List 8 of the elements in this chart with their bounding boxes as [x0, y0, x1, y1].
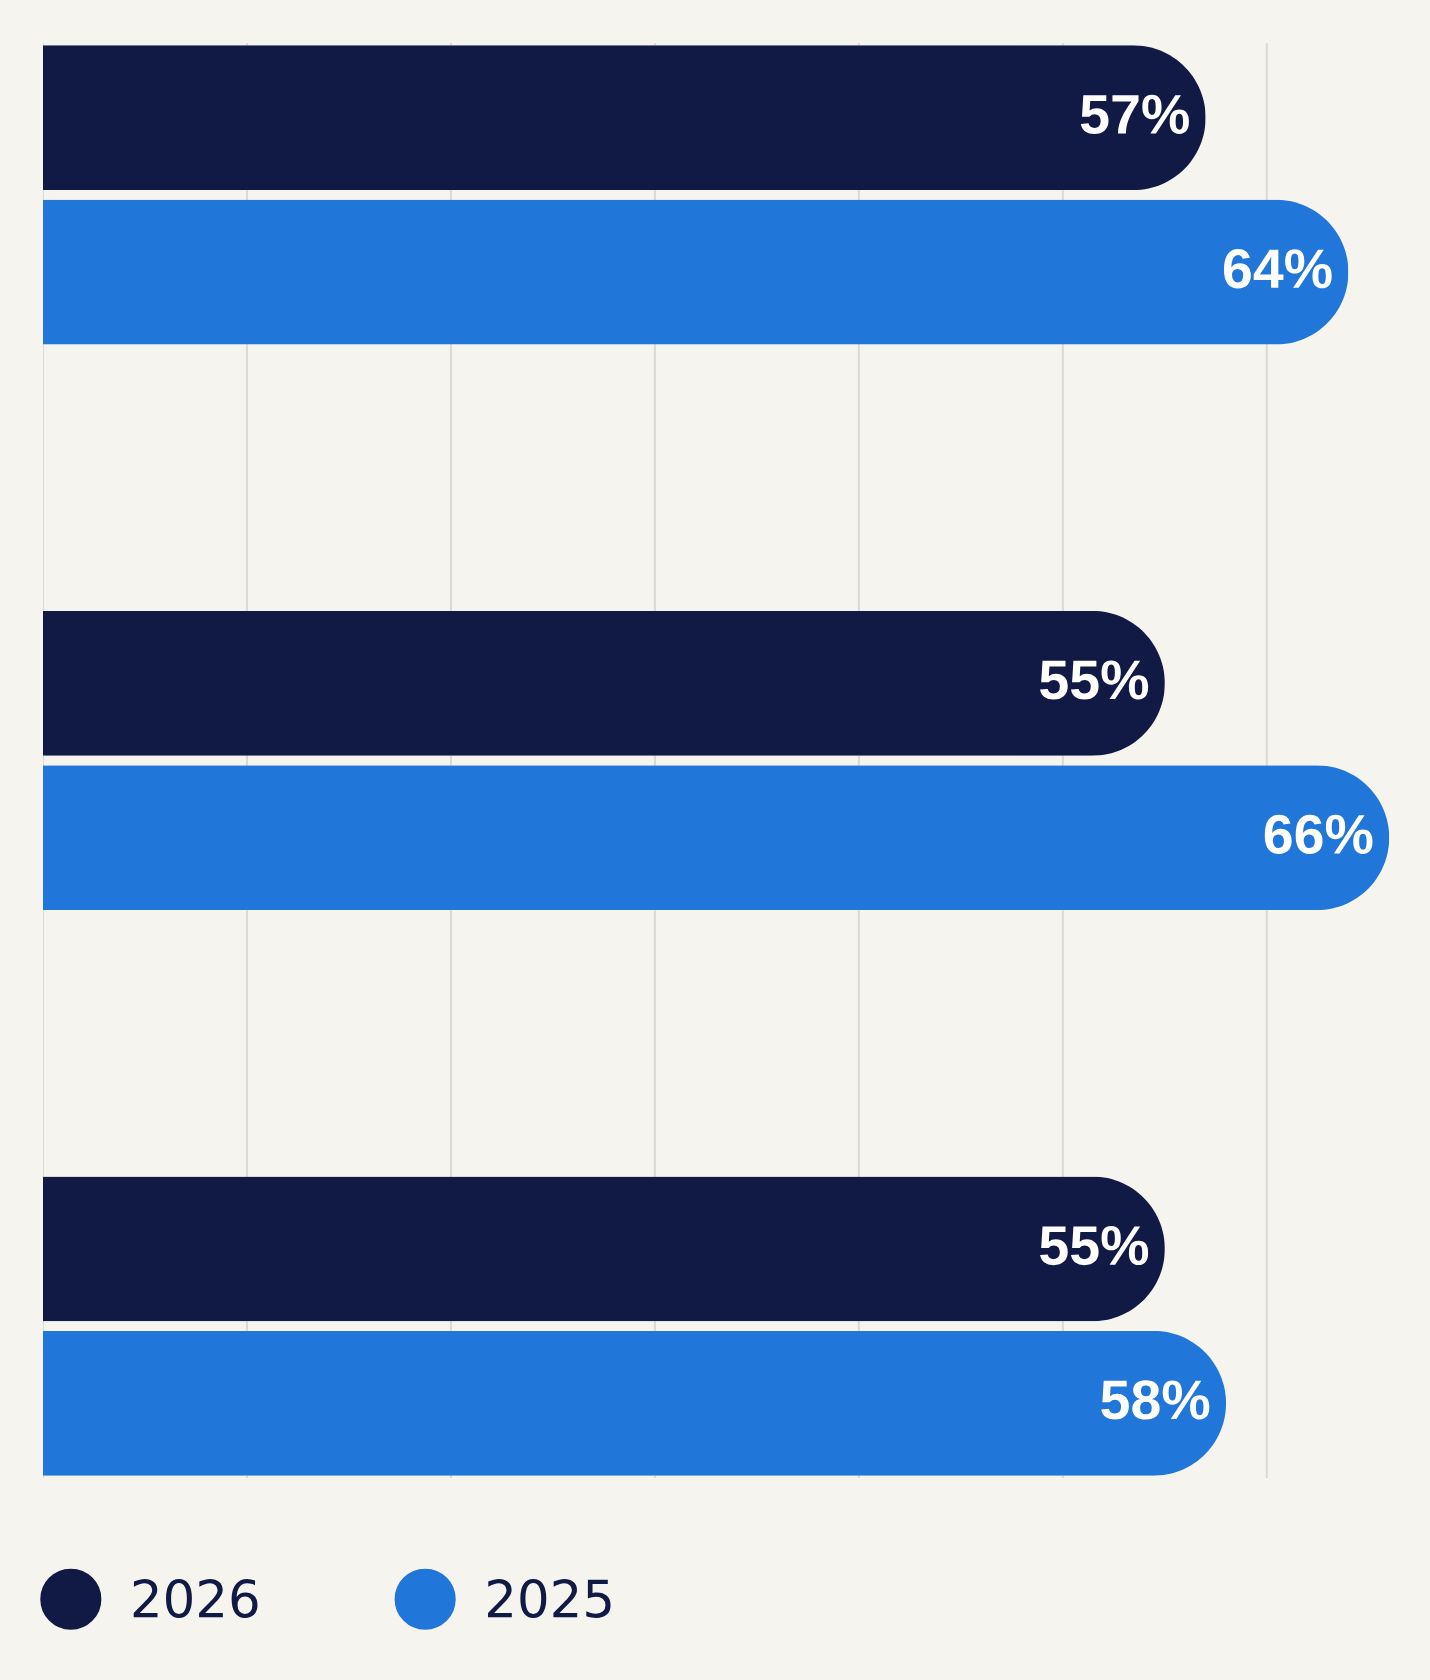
- data-label: 55%: [1040, 660, 1149, 700]
- data-label: 66%: [1264, 814, 1373, 854]
- data-label: 64%: [1223, 249, 1332, 289]
- data-label: 58%: [1101, 1380, 1210, 1420]
- data-label: 57%: [1080, 94, 1189, 135]
- data-label: 55%: [1040, 1225, 1149, 1266]
- legend-label: 2026: [133, 1579, 258, 1618]
- legend-label: 2025: [488, 1579, 611, 1618]
